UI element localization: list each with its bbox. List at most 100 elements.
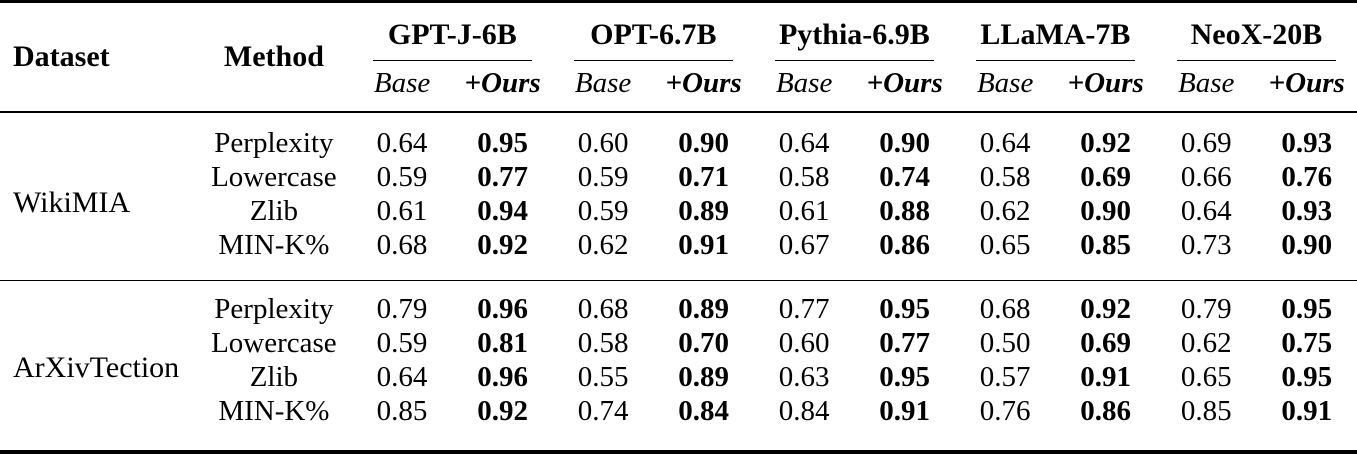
table-row: Lowercase 0.59 0.81 0.58 0.70 0.60 0.77 … (0, 326, 1357, 360)
section-arxivtection: ArXivTection Perplexity 0.79 0.96 0.68 0… (0, 280, 1357, 444)
value-cell: 0.91 (1080, 361, 1132, 393)
table-row: Zlib 0.64 0.96 0.55 0.89 0.63 0.95 0.57 … (0, 360, 1357, 394)
value-cell: 0.76 (979, 395, 1031, 427)
value-cell: 0.69 (1080, 327, 1132, 359)
table-header: Dataset Method GPT-J-6B OPT-6.7B Pythia-… (0, 3, 1357, 113)
model-label: Pythia-6.9B (774, 18, 934, 61)
subheader-ours: +Ours (1256, 61, 1357, 113)
value-cell: 0.65 (979, 229, 1031, 261)
value-cell: 0.90 (1080, 195, 1132, 227)
value-cell: 0.50 (979, 327, 1031, 359)
value-cell: 0.64 (376, 361, 428, 393)
value-cell: 0.96 (477, 361, 528, 393)
table-row: Zlib 0.61 0.94 0.59 0.89 0.61 0.88 0.62 … (0, 194, 1357, 228)
method-label: MIN-K% (218, 229, 330, 261)
header-row-models: Dataset Method GPT-J-6B OPT-6.7B Pythia-… (0, 3, 1357, 113)
value-cell: 0.95 (1256, 280, 1357, 326)
value-cell: 0.77 (879, 327, 931, 359)
benchmark-results: Dataset Method GPT-J-6B OPT-6.7B Pythia-… (0, 3, 1357, 444)
value-cell: 0.89 (678, 195, 729, 227)
value-cell: 0.85 (376, 395, 428, 427)
model-header-opt-6-7b: OPT-6.7B (553, 3, 754, 61)
value-cell: 0.68 (954, 280, 1056, 326)
value-cell: 0.90 (1281, 229, 1333, 261)
value-cell: 0.64 (1180, 195, 1232, 227)
table-row: ArXivTection Perplexity 0.79 0.96 0.68 0… (0, 280, 1357, 444)
value-cell: 0.69 (1080, 161, 1132, 193)
table-row: WikiMIA Perplexity 0.64 0.95 0.60 0.90 0… (0, 112, 1357, 219)
value-cell: 0.92 (1055, 280, 1156, 326)
method-label: Lowercase (211, 161, 337, 193)
value-cell: 0.64 (979, 127, 1031, 159)
value-cell: 0.55 (577, 361, 629, 393)
value-cell: 0.91 (879, 395, 931, 427)
value-cell: 0.92 (477, 229, 528, 261)
value-cell: 0.61 (376, 195, 428, 227)
value-cell: 0.59 (577, 161, 629, 193)
value-cell: 0.62 (1180, 327, 1232, 359)
value-cell: 0.60 (577, 127, 629, 159)
method-label: Perplexity (196, 280, 352, 326)
model-header-llama-7b: LLaMA-7B (955, 3, 1156, 61)
subheader-base: Base (753, 61, 855, 113)
model-label: LLaMA-7B (975, 18, 1135, 61)
subheader-ours: +Ours (452, 61, 553, 113)
value-cell: 0.85 (1080, 229, 1132, 261)
value-cell: 0.64 (778, 127, 830, 159)
value-cell: 0.70 (678, 327, 729, 359)
value-cell: 0.93 (1281, 127, 1333, 159)
value-cell: 0.79 (1155, 280, 1257, 326)
value-cell: 0.90 (678, 127, 729, 159)
model-header-pythia-6-9b: Pythia-6.9B (754, 3, 955, 61)
model-header-gpt-j-6b: GPT-J-6B (352, 3, 553, 61)
value-cell: 0.63 (778, 361, 830, 393)
value-cell: 0.88 (879, 195, 931, 227)
value-cell: 0.71 (678, 161, 729, 193)
subheader-ours: +Ours (1055, 61, 1156, 113)
value-cell: 0.58 (778, 161, 830, 193)
subheader-base: Base (351, 61, 453, 113)
value-cell: 0.67 (778, 229, 830, 261)
value-cell: 0.85 (1180, 395, 1232, 427)
subheader-ours: +Ours (653, 61, 754, 113)
value-cell: 0.59 (376, 327, 428, 359)
value-cell: 0.74 (879, 161, 931, 193)
value-cell: 0.92 (1080, 127, 1132, 159)
value-cell: 0.86 (879, 229, 931, 261)
value-cell: 0.92 (477, 395, 528, 427)
model-label: GPT-J-6B (372, 18, 532, 61)
dataset-label: ArXivTection (0, 280, 196, 444)
value-cell: 0.75 (1281, 327, 1333, 359)
value-cell: 0.64 (376, 127, 428, 159)
method-label: Zlib (249, 361, 299, 393)
subheader-base: Base (1155, 61, 1257, 113)
value-cell: 0.76 (1281, 161, 1333, 193)
value-cell: 0.65 (1180, 361, 1232, 393)
method-label: Lowercase (211, 327, 337, 359)
value-cell: 0.89 (653, 280, 754, 326)
value-cell: 0.95 (477, 127, 528, 159)
col-header-method: Method (196, 3, 352, 113)
value-cell: 0.84 (678, 395, 729, 427)
value-cell: 0.74 (577, 395, 629, 427)
value-cell: 0.77 (753, 280, 855, 326)
table-row: MIN-K% 0.85 0.92 0.74 0.84 0.84 0.91 0.7… (0, 394, 1357, 444)
value-cell: 0.96 (452, 280, 553, 326)
value-cell: 0.57 (979, 361, 1031, 393)
value-cell: 0.95 (879, 361, 931, 393)
value-cell: 0.90 (879, 127, 931, 159)
model-label: OPT-6.7B (573, 18, 733, 61)
method-label: Perplexity (214, 127, 334, 159)
value-cell: 0.59 (376, 161, 428, 193)
value-cell: 0.58 (577, 327, 629, 359)
subheader-base: Base (552, 61, 654, 113)
subheader-base: Base (954, 61, 1056, 113)
value-cell: 0.73 (1180, 229, 1232, 261)
method-label: MIN-K% (218, 395, 330, 427)
header-row-sub: Base +Ours Base +Ours Base +Ours Base +O… (0, 61, 1357, 113)
section-wikimia: WikiMIA Perplexity 0.64 0.95 0.60 0.90 0… (0, 112, 1357, 281)
value-cell: 0.95 (854, 280, 955, 326)
value-cell: 0.94 (477, 195, 528, 227)
value-cell: 0.68 (376, 229, 428, 261)
